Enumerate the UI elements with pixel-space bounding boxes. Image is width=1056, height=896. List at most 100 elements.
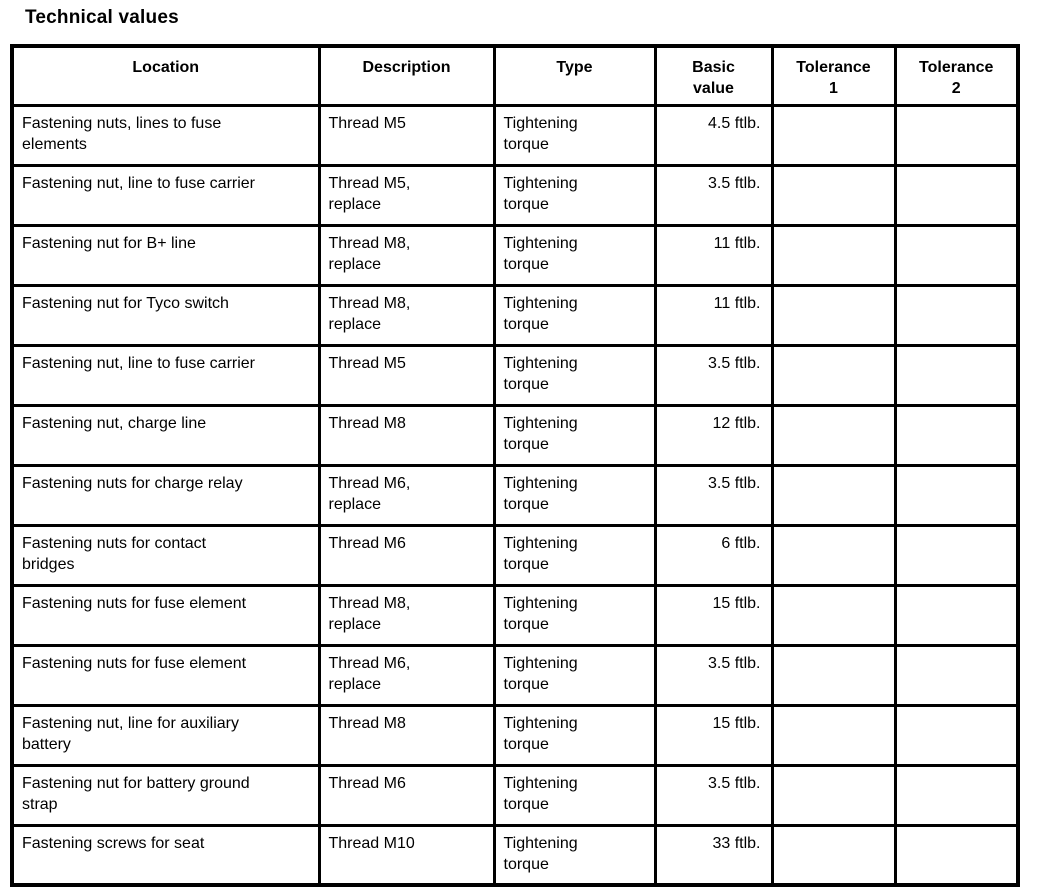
cell-description: Thread M10 <box>317 823 496 887</box>
cell-tolerance-1 <box>770 823 897 887</box>
cell-type: Tightening torque <box>492 223 657 287</box>
cell-tolerance-1 <box>770 163 897 227</box>
cell-location: Fastening nuts, lines to fuse elements <box>10 103 321 167</box>
cell-description: Thread M8 <box>317 703 496 767</box>
cell-type: Tightening torque <box>492 103 657 167</box>
cell-description: Thread M6, replace <box>317 643 496 707</box>
cell-type: Tightening torque <box>492 643 657 707</box>
cell-tolerance-2 <box>893 463 1020 527</box>
cell-location: Fastening nut for battery ground strap <box>10 763 321 827</box>
column-header-tolerance-1: Tolerance 1 <box>770 44 897 107</box>
cell-tolerance-2 <box>893 403 1020 467</box>
cell-basic-value: 4.5 ftlb. <box>653 103 774 167</box>
cell-tolerance-2 <box>893 523 1020 587</box>
cell-location: Fastening nut, line to fuse carrier <box>10 163 321 227</box>
cell-description: Thread M6, replace <box>317 463 496 527</box>
cell-location: Fastening nuts for contact bridges <box>10 523 321 587</box>
table-row: Fastening nut, line for auxiliary batter… <box>10 703 1020 767</box>
column-header-description: Description <box>317 44 496 107</box>
cell-tolerance-2 <box>893 703 1020 767</box>
column-header-type: Type <box>492 44 657 107</box>
cell-tolerance-1 <box>770 763 897 827</box>
cell-description: Thread M6 <box>317 763 496 827</box>
cell-tolerance-2 <box>893 163 1020 227</box>
table-row: Fastening nut, line to fuse carrier Thre… <box>10 163 1020 227</box>
cell-tolerance-1 <box>770 283 897 347</box>
table-body: Fastening nuts, lines to fuse elements T… <box>10 103 1020 887</box>
cell-tolerance-2 <box>893 343 1020 407</box>
table-row: Fastening nut for Tyco switch Thread M8,… <box>10 283 1020 347</box>
cell-tolerance-2 <box>893 283 1020 347</box>
table-row: Fastening screws for seat Thread M10 Tig… <box>10 823 1020 887</box>
cell-tolerance-2 <box>893 823 1020 887</box>
cell-type: Tightening torque <box>492 283 657 347</box>
cell-tolerance-1 <box>770 523 897 587</box>
cell-basic-value: 3.5 ftlb. <box>653 163 774 227</box>
cell-location: Fastening nut, charge line <box>10 403 321 467</box>
cell-tolerance-2 <box>893 763 1020 827</box>
cell-description: Thread M8, replace <box>317 583 496 647</box>
cell-location: Fastening nuts for fuse element <box>10 583 321 647</box>
cell-basic-value: 3.5 ftlb. <box>653 643 774 707</box>
cell-location: Fastening screws for seat <box>10 823 321 887</box>
cell-tolerance-2 <box>893 643 1020 707</box>
cell-basic-value: 15 ftlb. <box>653 703 774 767</box>
cell-description: Thread M5 <box>317 343 496 407</box>
cell-type: Tightening torque <box>492 523 657 587</box>
cell-tolerance-1 <box>770 703 897 767</box>
table-row: Fastening nut for B+ line Thread M8, rep… <box>10 223 1020 287</box>
table-row: Fastening nuts, lines to fuse elements T… <box>10 103 1020 167</box>
table-row: Fastening nuts for contact bridges Threa… <box>10 523 1020 587</box>
cell-location: Fastening nuts for charge relay <box>10 463 321 527</box>
cell-tolerance-1 <box>770 403 897 467</box>
cell-type: Tightening torque <box>492 703 657 767</box>
table-row: Fastening nut, line to fuse carrier Thre… <box>10 343 1020 407</box>
cell-type: Tightening torque <box>492 403 657 467</box>
cell-basic-value: 12 ftlb. <box>653 403 774 467</box>
cell-tolerance-1 <box>770 583 897 647</box>
table-row: Fastening nuts for fuse element Thread M… <box>10 643 1020 707</box>
table-header-row: Location Description Type Basic value To… <box>10 44 1020 107</box>
table-row: Fastening nuts for fuse element Thread M… <box>10 583 1020 647</box>
cell-basic-value: 33 ftlb. <box>653 823 774 887</box>
table-row: Fastening nut, charge line Thread M8 Tig… <box>10 403 1020 467</box>
cell-basic-value: 11 ftlb. <box>653 283 774 347</box>
cell-location: Fastening nuts for fuse element <box>10 643 321 707</box>
cell-tolerance-1 <box>770 223 897 287</box>
cell-type: Tightening torque <box>492 343 657 407</box>
cell-tolerance-1 <box>770 343 897 407</box>
page-title: Technical values <box>25 7 179 28</box>
cell-description: Thread M5, replace <box>317 163 496 227</box>
cell-type: Tightening torque <box>492 163 657 227</box>
column-header-location: Location <box>10 44 321 107</box>
cell-location: Fastening nut, line for auxiliary batter… <box>10 703 321 767</box>
cell-basic-value: 6 ftlb. <box>653 523 774 587</box>
cell-location: Fastening nut for B+ line <box>10 223 321 287</box>
cell-description: Thread M6 <box>317 523 496 587</box>
cell-tolerance-2 <box>893 103 1020 167</box>
cell-description: Thread M8, replace <box>317 223 496 287</box>
cell-basic-value: 15 ftlb. <box>653 583 774 647</box>
cell-description: Thread M8 <box>317 403 496 467</box>
cell-tolerance-1 <box>770 463 897 527</box>
column-header-tolerance-2: Tolerance 2 <box>893 44 1020 107</box>
technical-values-table: Location Description Type Basic value To… <box>10 44 1020 887</box>
cell-type: Tightening torque <box>492 823 657 887</box>
cell-tolerance-2 <box>893 223 1020 287</box>
cell-basic-value: 3.5 ftlb. <box>653 763 774 827</box>
cell-location: Fastening nut for Tyco switch <box>10 283 321 347</box>
table-row: Fastening nut for battery ground strap T… <box>10 763 1020 827</box>
cell-tolerance-1 <box>770 103 897 167</box>
cell-location: Fastening nut, line to fuse carrier <box>10 343 321 407</box>
cell-type: Tightening torque <box>492 583 657 647</box>
cell-description: Thread M5 <box>317 103 496 167</box>
cell-basic-value: 11 ftlb. <box>653 223 774 287</box>
cell-tolerance-1 <box>770 643 897 707</box>
cell-description: Thread M8, replace <box>317 283 496 347</box>
column-header-basic-value: Basic value <box>653 44 774 107</box>
cell-type: Tightening torque <box>492 463 657 527</box>
cell-tolerance-2 <box>893 583 1020 647</box>
cell-type: Tightening torque <box>492 763 657 827</box>
table-row: Fastening nuts for charge relay Thread M… <box>10 463 1020 527</box>
